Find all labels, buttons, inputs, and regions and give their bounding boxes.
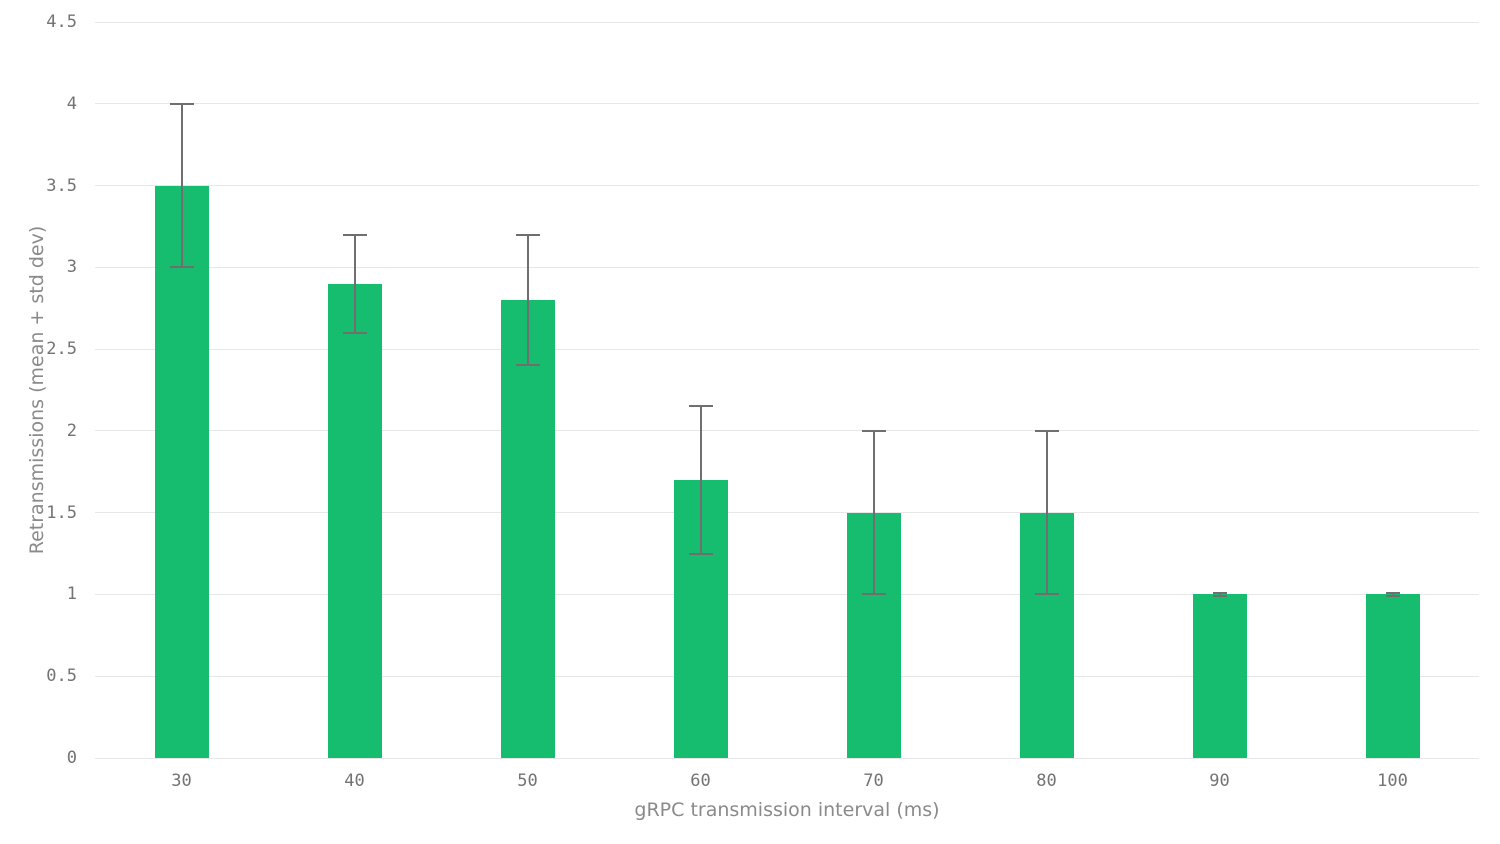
y-tick-label: 3.5	[46, 175, 77, 196]
error-bar-cap-top	[688, 405, 713, 408]
y-tick-label: 0.5	[46, 666, 77, 687]
gridline	[95, 348, 1479, 350]
error-bar-cap-bottom	[342, 331, 367, 334]
error-bar-cap-bottom	[1385, 595, 1400, 598]
error-bar-cap-top	[1212, 591, 1227, 594]
y-tick-label: 0	[66, 748, 77, 768]
x-tick-label: 100	[1377, 771, 1408, 791]
error-bar-cap-top	[1034, 429, 1059, 432]
bar	[1365, 594, 1420, 758]
error-bar-cap-top	[1385, 591, 1400, 594]
error-bar-line	[699, 406, 702, 554]
error-bar-cap-bottom	[861, 593, 886, 596]
gridline	[95, 430, 1479, 432]
y-tick-label: 1.5	[46, 502, 77, 523]
y-tick-label: 2.5	[46, 339, 77, 360]
error-bar-line	[1045, 430, 1048, 595]
error-bar-cap-bottom	[688, 552, 713, 555]
x-tick-label: 70	[863, 771, 884, 791]
x-tick-label: 50	[517, 771, 538, 791]
error-bar-cap-top	[515, 233, 540, 236]
error-bar-line	[1218, 592, 1221, 597]
error-bar-cap-top	[169, 102, 194, 105]
gridline	[95, 675, 1479, 677]
y-axis-title: Retransmissions (mean + std dev)	[26, 225, 48, 555]
gridline	[95, 593, 1479, 595]
bar	[327, 283, 382, 758]
gridline	[95, 103, 1479, 105]
error-bar-cap-bottom	[515, 364, 540, 367]
y-tick-label: 4.5	[46, 12, 77, 32]
y-tick-label: 3	[66, 257, 77, 278]
error-bar-cap-bottom	[1212, 595, 1227, 598]
bar	[500, 300, 555, 758]
y-tick-label: 2	[66, 420, 77, 441]
x-axis-title: gRPC transmission interval (ms)	[634, 799, 940, 821]
x-tick-label: 60	[690, 771, 711, 791]
gridline	[95, 21, 1479, 23]
error-bar-line	[526, 234, 529, 366]
x-tick-label: 40	[344, 771, 365, 791]
bar	[1192, 594, 1247, 758]
gridline	[95, 185, 1479, 187]
x-tick-label: 80	[1036, 771, 1057, 791]
error-bar-line	[353, 234, 356, 333]
error-bar-cap-bottom	[169, 266, 194, 269]
error-bar-cap-bottom	[1034, 593, 1059, 596]
y-tick-label: 4	[66, 93, 77, 114]
error-bar-line	[180, 103, 183, 268]
gridline	[95, 512, 1479, 514]
error-bar-cap-top	[861, 429, 886, 432]
x-tick-label: 30	[171, 771, 192, 791]
gridline	[95, 266, 1479, 268]
y-tick-label: 1	[66, 584, 77, 605]
error-bar-line	[1391, 592, 1394, 597]
bar	[154, 185, 209, 758]
error-bar-line	[872, 430, 875, 595]
gridline	[95, 757, 1479, 759]
x-tick-label: 90	[1209, 771, 1230, 791]
error-bar-cap-top	[342, 233, 367, 236]
